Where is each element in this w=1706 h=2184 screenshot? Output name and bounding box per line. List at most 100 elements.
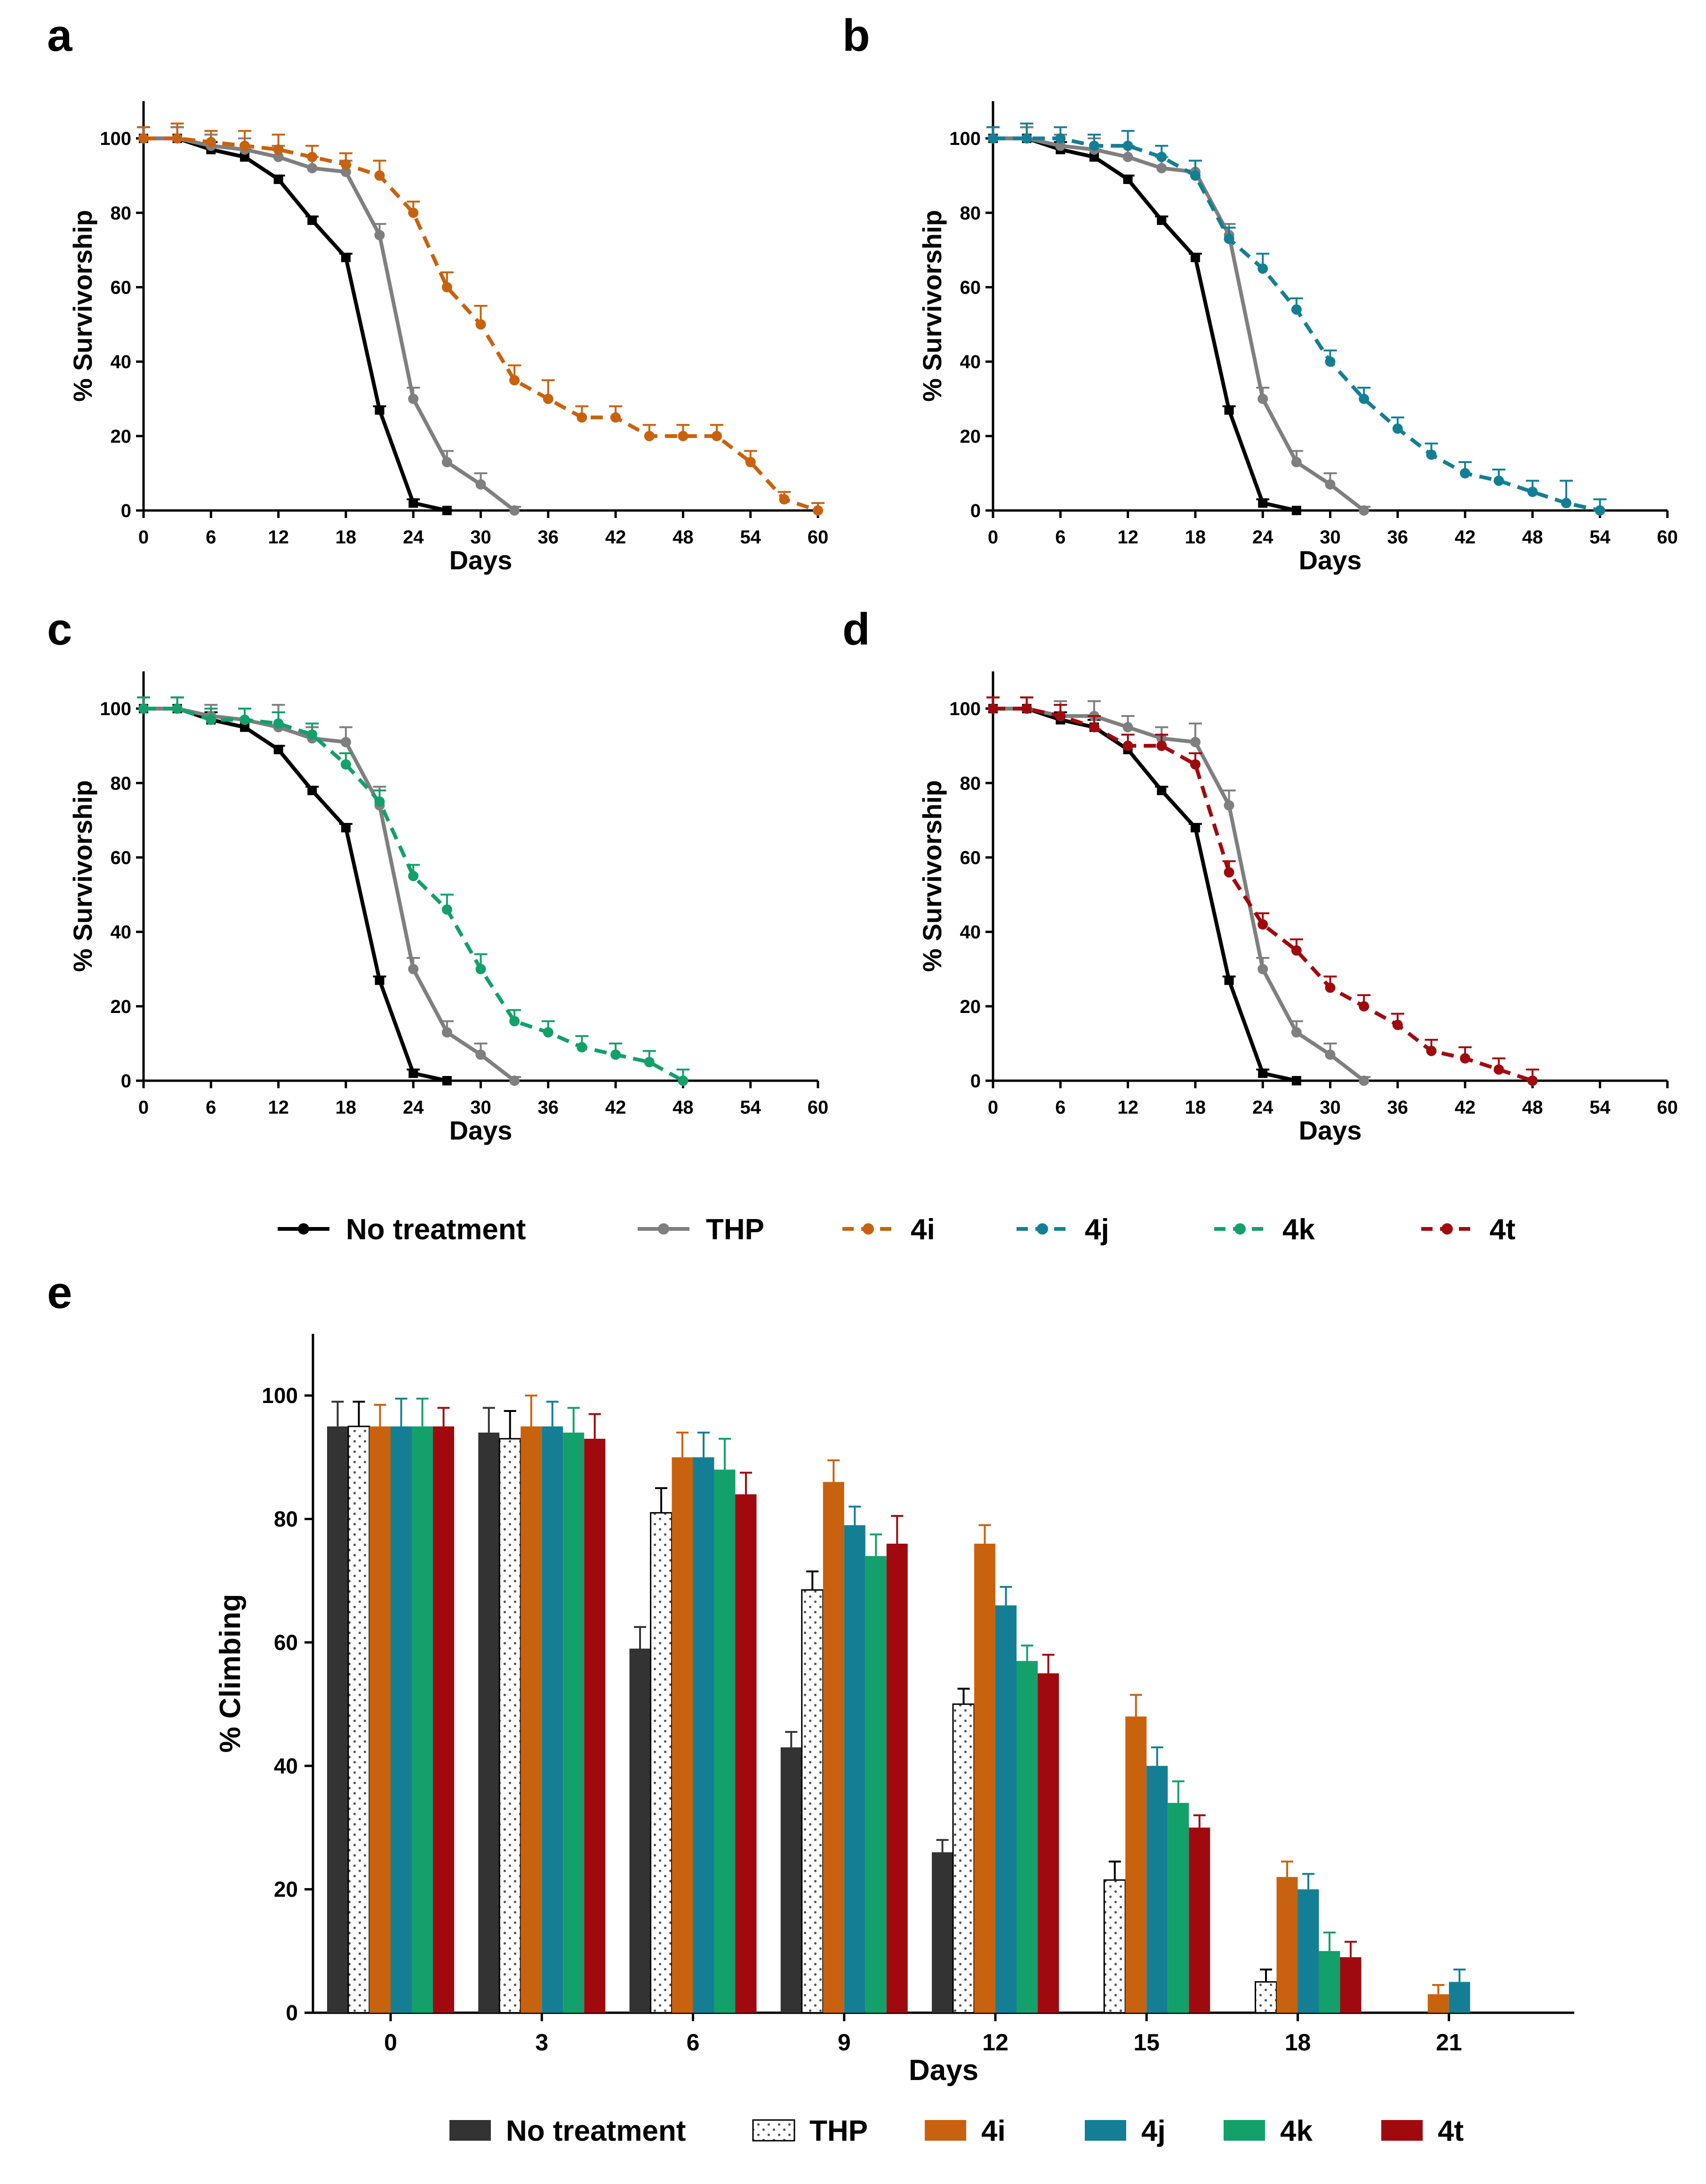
series-4i	[137, 122, 825, 516]
x-tick-label: 42	[1455, 1097, 1476, 1118]
data-point	[340, 759, 351, 770]
legend-label-thp: THP	[706, 1213, 764, 1246]
data-point	[374, 796, 385, 807]
series-no_treatment	[986, 126, 1301, 515]
data-point	[509, 1076, 520, 1086]
x-tick-label: 54	[740, 1097, 761, 1118]
data-point	[340, 167, 351, 177]
bar-legend-item-4t: 4t	[1381, 2115, 1464, 2147]
y-tick-label: 20	[274, 1877, 298, 1902]
bar	[693, 1457, 714, 2013]
panel-label-b: b	[842, 10, 870, 61]
data-point	[408, 871, 419, 881]
x-tick-label: 18	[1185, 527, 1206, 548]
bar	[1340, 1957, 1362, 2013]
data-point	[678, 430, 689, 441]
bar	[498, 1438, 521, 2014]
data-point	[509, 505, 520, 516]
y-axis-title: % Survivorship	[917, 210, 947, 402]
bar	[1298, 1889, 1319, 2013]
bar	[801, 1589, 824, 2014]
data-point	[375, 975, 384, 985]
data-point	[1325, 356, 1336, 367]
bar-legend-label-4i: 4i	[981, 2115, 1006, 2147]
y-tick-label: 0	[121, 1071, 131, 1092]
data-point	[408, 498, 418, 508]
x-tick-label: 60	[808, 527, 829, 548]
data-point	[442, 506, 452, 515]
data-point	[1089, 152, 1099, 162]
data-point	[1257, 393, 1268, 404]
data-point	[138, 133, 149, 144]
series-thp	[986, 126, 1371, 516]
series-line-no_treatment	[993, 707, 1297, 1083]
bar	[629, 1649, 651, 2013]
data-point	[408, 964, 419, 974]
data-point	[1359, 1076, 1370, 1086]
bar-legend-item-4j: 4j	[1085, 2115, 1166, 2147]
x-axis-title: Days	[1299, 545, 1362, 575]
bar	[780, 1747, 802, 2013]
data-point	[1291, 945, 1302, 956]
data-point	[408, 1068, 418, 1078]
y-tick-label: 100	[949, 699, 981, 719]
data-point	[172, 133, 183, 144]
bar-series-4t	[433, 1407, 1362, 2013]
bar	[844, 1525, 865, 2013]
bar	[1319, 1951, 1340, 2013]
x-tick-label: 42	[1455, 527, 1476, 548]
data-point	[745, 457, 756, 468]
data-point	[375, 405, 384, 415]
data-point	[1493, 475, 1504, 486]
data-point	[779, 494, 790, 505]
series-no_treatment	[137, 696, 452, 1085]
data-point	[1527, 486, 1538, 497]
data-point	[1359, 505, 1370, 516]
x-tick-label: 54	[1589, 1097, 1610, 1118]
data-point	[1258, 498, 1268, 508]
legend-marker-thp	[658, 1223, 669, 1235]
y-tick-label: 60	[274, 1630, 298, 1655]
x-axis-title: Days	[909, 2054, 978, 2087]
data-point	[1123, 175, 1133, 184]
data-point	[610, 1049, 621, 1060]
data-point	[1055, 710, 1066, 721]
line-legend: No treatment THP 4i 4j 4k 4t	[278, 1213, 1515, 1246]
series-thp	[137, 126, 521, 516]
data-point	[442, 1076, 452, 1085]
data-point	[1190, 759, 1201, 770]
y-tick-label: 20	[960, 996, 981, 1017]
bar	[369, 1426, 391, 2013]
bar	[563, 1432, 585, 2013]
bar	[1189, 1827, 1210, 2013]
x-tick-label: 60	[808, 1097, 829, 1118]
bar	[412, 1426, 433, 2013]
series-no_treatment	[137, 126, 452, 515]
legend-item-4k: 4k	[1214, 1213, 1315, 1246]
bar-series-thp	[347, 1401, 1277, 2014]
data-point	[273, 151, 284, 162]
bar-legend: No treatment THP 4i 4j 4k 4t	[449, 2115, 1464, 2147]
data-point	[577, 412, 587, 423]
data-point	[1055, 140, 1066, 151]
bar-legend-swatch-4k	[1224, 2120, 1265, 2141]
data-point	[441, 1027, 452, 1038]
bar	[1168, 1802, 1189, 2013]
legend-label-4k: 4k	[1282, 1213, 1315, 1246]
data-point	[1224, 867, 1234, 878]
bar	[995, 1605, 1017, 2013]
survival-chart-c: 0 6 12 18 24 30 36 42 48 54 60 0 20 40 60 80 100 Days % Su…	[68, 671, 828, 1145]
data-point	[1291, 457, 1302, 468]
series-4t	[986, 696, 1539, 1086]
y-tick-label: 40	[274, 1754, 298, 1778]
data-point	[1258, 1068, 1268, 1078]
bar-series-4k	[412, 1397, 1340, 2013]
series-4k	[137, 696, 690, 1086]
bar	[823, 1482, 844, 2013]
y-tick-label: 0	[970, 501, 981, 521]
data-point	[1359, 393, 1370, 404]
data-point	[206, 714, 216, 725]
y-tick-label: 60	[960, 847, 981, 868]
data-point	[1291, 506, 1301, 515]
data-point	[1527, 1076, 1538, 1086]
